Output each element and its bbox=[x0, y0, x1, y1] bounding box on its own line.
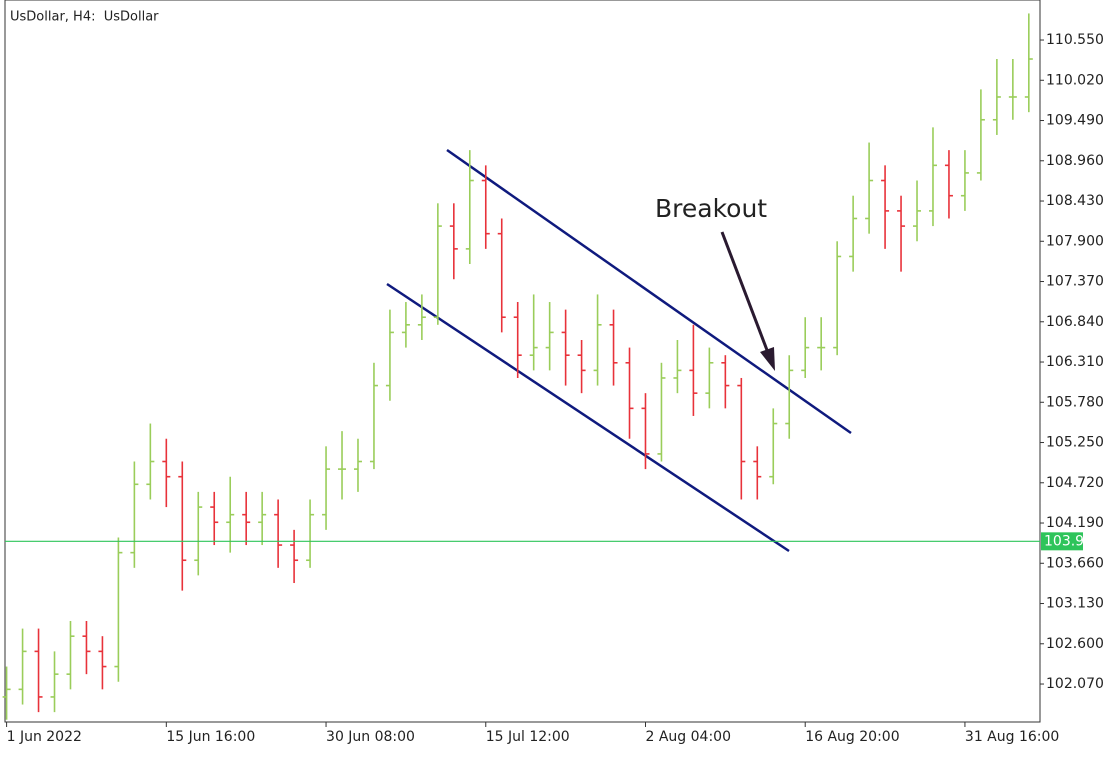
annotation: Breakout bbox=[655, 194, 767, 223]
y-tick-label: 106.840 bbox=[1046, 314, 1104, 330]
arrow-shaft bbox=[720, 231, 772, 359]
channel-upper bbox=[446, 148, 852, 435]
x-tick-label: 30 Jun 08:00 bbox=[326, 729, 415, 745]
y-tick-label: 106.310 bbox=[1046, 354, 1104, 370]
y-tick-label: 110.020 bbox=[1046, 72, 1104, 88]
y-tick-label: 104.720 bbox=[1046, 475, 1104, 491]
x-tick-label: 15 Jun 16:00 bbox=[166, 729, 255, 745]
y-tick-label: 105.250 bbox=[1046, 435, 1104, 451]
y-tick-label: 107.370 bbox=[1046, 274, 1104, 290]
y-tick-label: 107.900 bbox=[1046, 233, 1104, 249]
channel-lower bbox=[386, 282, 790, 553]
x-tick-label: 16 Aug 20:00 bbox=[805, 729, 899, 745]
y-tick-label: 105.780 bbox=[1046, 394, 1104, 410]
x-tick-label: 31 Aug 16:00 bbox=[965, 729, 1059, 745]
y-tick-label: 108.960 bbox=[1046, 153, 1104, 169]
price-box bbox=[1041, 532, 1083, 551]
y-tick-label: 110.550 bbox=[1046, 32, 1104, 48]
x-tick-label: 2 Aug 04:00 bbox=[645, 729, 731, 745]
plot-frame bbox=[4, 0, 1041, 723]
arrow-head bbox=[760, 347, 775, 371]
y-tick-label: 103.130 bbox=[1046, 596, 1104, 612]
x-tick-label: 15 Jul 12:00 bbox=[486, 729, 570, 745]
y-tick-label: 102.600 bbox=[1046, 636, 1104, 652]
price-label: 103.949 bbox=[1044, 533, 1102, 549]
y-tick-label: 103.660 bbox=[1046, 555, 1104, 571]
x-tick-label: 1 Jun 2022 bbox=[7, 729, 82, 745]
y-tick-label: 104.190 bbox=[1046, 515, 1104, 531]
y-tick-label: 102.070 bbox=[1046, 676, 1104, 692]
y-tick-label: 108.430 bbox=[1046, 193, 1104, 209]
y-tick-label: 109.490 bbox=[1046, 113, 1104, 129]
chart-title: UsDollar, H4: UsDollar bbox=[10, 10, 159, 25]
